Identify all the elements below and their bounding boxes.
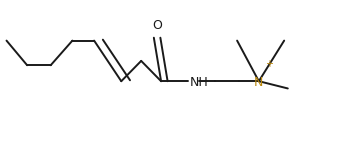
Text: +: + bbox=[265, 59, 273, 69]
Text: O: O bbox=[152, 19, 162, 32]
Text: N: N bbox=[254, 76, 264, 89]
Text: NH: NH bbox=[190, 76, 209, 89]
